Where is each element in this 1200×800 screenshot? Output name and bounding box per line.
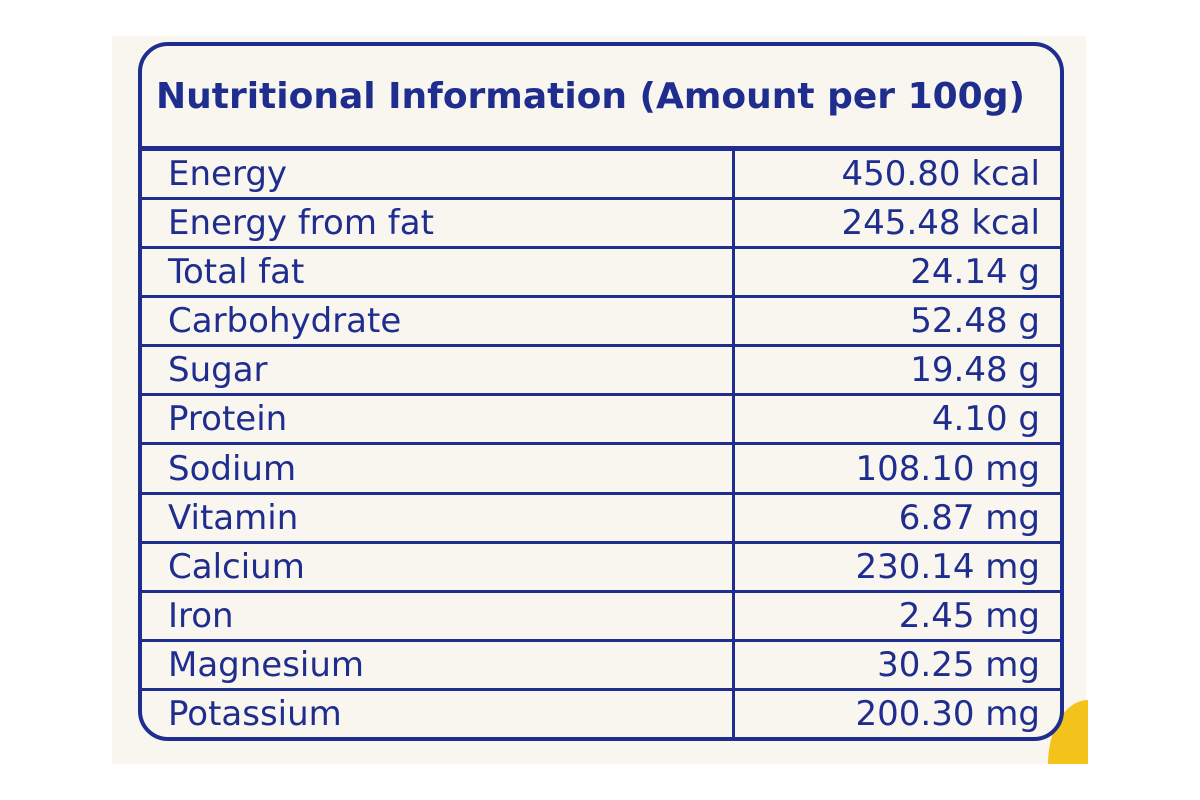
nutrient-name: Potassium [142,690,735,737]
nutrient-amount: 19.48 g [910,350,1040,391]
nutrition-label: Nutritional Information (Amount per 100g… [138,42,1064,741]
nutrient-amount: 30.25 mg [877,644,1040,685]
table-row: Vitamin 6.87 mg [142,491,1060,541]
label-paper [112,36,1086,764]
nutrient-amount: 230.14 mg [855,546,1040,587]
table-row: Sodium 108.10 mg [142,442,1060,492]
nutrient-name: Energy [142,151,735,198]
nutrient-amount: 4.10 g [931,399,1040,440]
nutrient-name: Total fat [142,249,735,296]
nutrient-name: Iron [142,592,735,639]
table-row: Protein 4.10 g [142,393,1060,443]
nutrient-amount: 108.10 mg [855,448,1040,489]
nutrient-amount: 2.45 mg [898,595,1040,636]
nutrient-amount: 52.48 g [910,301,1040,342]
nutrient-amount: 450.80 kcal [841,154,1040,195]
nutrient-name: Energy from fat [142,200,735,247]
table-row: Magnesium 30.25 mg [142,638,1060,688]
nutrition-table: Energy 450.80 kcal Energy from fat 245.4… [142,146,1060,737]
table-row: Energy 450.80 kcal [142,146,1060,198]
nutrient-amount: 245.48 kcal [841,203,1040,244]
table-row: Total fat 24.14 g [142,246,1060,296]
nutrient-name: Carbohydrate [142,298,735,345]
nutrient-name: Protein [142,396,735,443]
nutrient-name: Sugar [142,347,735,394]
nutrient-amount: 24.14 g [910,252,1040,293]
nutrient-amount: 6.87 mg [898,497,1040,538]
table-row: Sugar 19.48 g [142,344,1060,394]
nutrient-name: Calcium [142,543,735,590]
nutrient-name: Vitamin [142,494,735,541]
nutrient-amount: 200.30 mg [855,693,1040,734]
nutrient-name: Sodium [142,445,735,492]
table-row: Iron 2.45 mg [142,589,1060,639]
table-row: Carbohydrate 52.48 g [142,295,1060,345]
nutrient-name: Magnesium [142,641,735,688]
table-row: Calcium 230.14 mg [142,540,1060,590]
table-row: Potassium 200.30 mg [142,687,1060,737]
table-row: Energy from fat 245.48 kcal [142,197,1060,247]
label-title: Nutritional Information (Amount per 100g… [156,75,1025,117]
